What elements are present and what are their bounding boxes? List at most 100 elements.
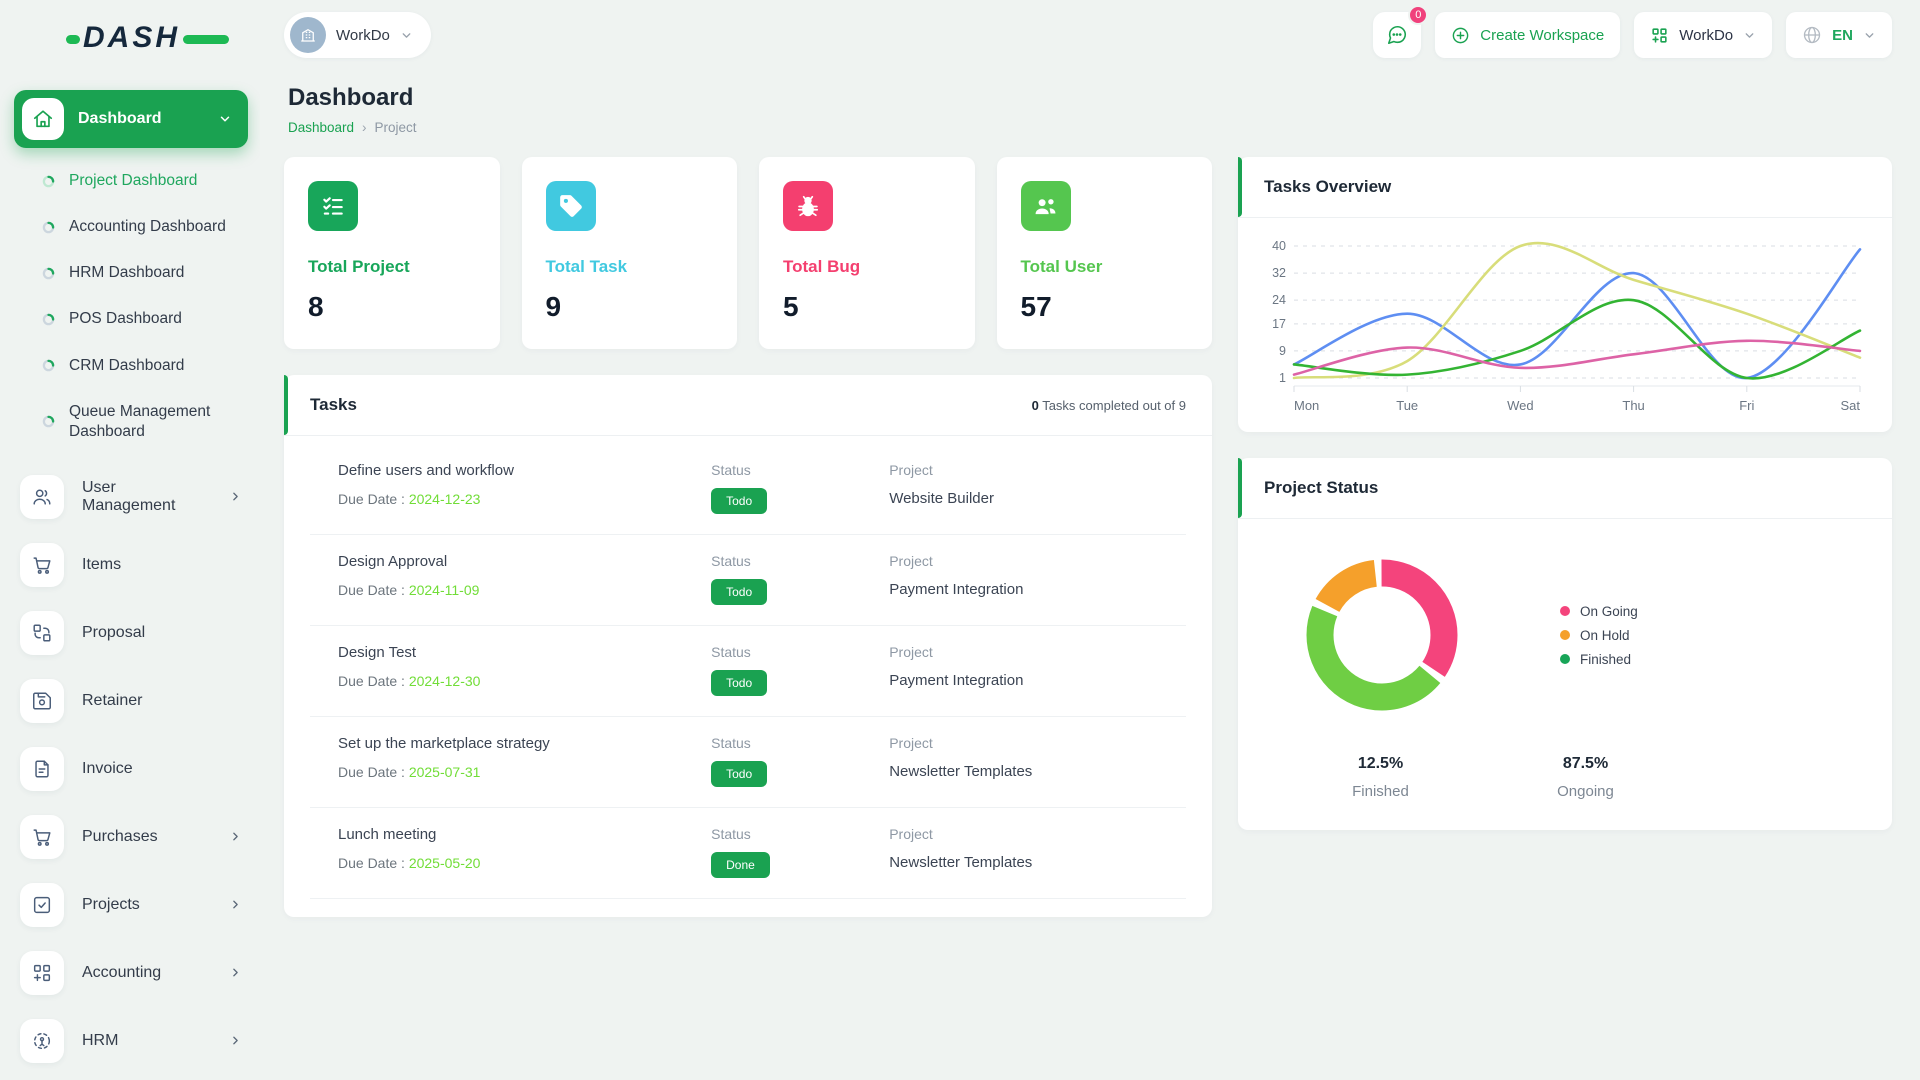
stat-label: Total Task	[545, 257, 628, 276]
sidebar-item-items[interactable]: Items	[14, 537, 248, 593]
legend-item-on-going: On Going	[1560, 604, 1638, 619]
task-due-date: Due Date : 2025-05-20	[338, 855, 481, 871]
task-main: Lunch meeting Due Date : 2025-05-20	[338, 826, 711, 871]
task-row[interactable]: Lunch meeting Due Date : 2025-05-20 Status…	[310, 808, 1186, 899]
status-badge: Todo	[711, 488, 768, 514]
stat-caption: Ongoing	[1557, 783, 1614, 800]
sidebar-item-invoice[interactable]: Invoice	[14, 741, 248, 797]
chevron-right-icon	[229, 898, 242, 911]
project-name: Payment Integration	[889, 672, 1024, 689]
tasks-card-header: Tasks 0 Tasks completed out of 9	[284, 375, 1212, 436]
sidebar-subitem-crm-dashboard[interactable]: CRM Dashboard	[14, 343, 248, 389]
donut-slice-on-going	[1306, 559, 1458, 711]
sidebar-subitem-queue-management-dashboard[interactable]: Queue Management Dashboard	[14, 389, 248, 455]
task-main: Design Approval Due Date : 2024-11-09	[338, 553, 711, 598]
sidebar-item-user-management[interactable]: User Management	[14, 469, 248, 525]
status-column-label: Status	[711, 462, 751, 478]
chevron-right-icon	[229, 1034, 242, 1047]
home-icon	[22, 98, 64, 140]
series-pink-line	[1292, 339, 1862, 376]
task-title: Lunch meeting	[338, 826, 437, 843]
sidebar-item-label: Projects	[82, 895, 140, 913]
workspace-dropdown-label: WorkDo	[1679, 26, 1734, 44]
workspace-dropdown[interactable]: WorkDo	[1634, 12, 1773, 58]
stat-cards: Total Project 8 Total Task 9 Total Bug 5 Total…	[284, 157, 1212, 349]
stat-percentage: 87.5%	[1562, 755, 1609, 772]
sidebar-subitem-label: HRM Dashboard	[69, 264, 185, 282]
chevron-right-icon	[229, 966, 242, 979]
chevron-down-icon	[1745, 32, 1754, 38]
workspace-name: WorkDo	[336, 26, 390, 44]
stat-value: 9	[545, 291, 562, 322]
sidebar-item-purchases[interactable]: Purchases	[14, 809, 248, 865]
sidebar-item-label: Items	[82, 555, 122, 573]
task-project: Project Website Builder	[889, 462, 1186, 507]
task-row[interactable]: Define users and workflow Due Date : 2024…	[310, 444, 1186, 535]
progress-circle-icon	[42, 221, 55, 234]
sidebar-subitem-pos-dashboard[interactable]: POS Dashboard	[14, 296, 248, 342]
task-main: Define users and workflow Due Date : 2024…	[338, 462, 711, 507]
grid-plus-icon	[1652, 27, 1667, 43]
sidebar-subitem-label: Project Dashboard	[69, 172, 198, 189]
tasks-card: Tasks 0 Tasks completed out of 9 Define …	[284, 375, 1212, 917]
status-badge: Todo	[711, 670, 768, 696]
project-name: Newsletter Templates	[889, 763, 1033, 780]
task-row[interactable]: Design Test Due Date : 2024-12-30 Status To…	[310, 626, 1186, 717]
stat-label: Total User	[1020, 257, 1103, 276]
task-row[interactable]: Design Approval Due Date : 2024-11-09 Stat…	[310, 535, 1186, 626]
task-main: Design Test Due Date : 2024-12-30	[338, 644, 711, 689]
workspace-selector[interactable]: WorkDo	[284, 12, 431, 58]
create-workspace-button[interactable]: Create Workspace	[1435, 12, 1621, 58]
sidebar-item-label: Accounting	[82, 963, 162, 981]
task-due-date: Due Date : 2024-12-30	[338, 673, 481, 689]
project-status-body: On Going On Hold Finished	[1238, 519, 1892, 729]
language-label: EN	[1832, 26, 1853, 44]
sidebar-item-accounting[interactable]: Accounting	[14, 945, 248, 1001]
breadcrumb-link-dashboard[interactable]: Dashboard	[288, 120, 355, 135]
save-icon	[20, 678, 64, 723]
logo-dash-accent	[66, 34, 80, 44]
status-column-label: Status	[711, 553, 751, 569]
svg-text:Mon: Mon	[1294, 398, 1319, 413]
hrm-target-icon	[20, 1018, 64, 1063]
sidebar-subitem-project-dashboard[interactable]: Project Dashboard	[14, 158, 248, 204]
brand-logo[interactable]: DASH	[14, 14, 248, 62]
svg-text:32: 32	[1272, 266, 1286, 280]
sidebar-item-projects[interactable]: Projects	[14, 877, 248, 933]
brand-logo-text: DASH	[66, 21, 230, 55]
legend-label: On Going	[1580, 603, 1638, 619]
content-right-column: Tasks Overview 1 9 17 24 32 40 Mon Tue Wed Thu Fri…	[1238, 157, 1892, 917]
project-status-stat-ongoing: 87.5% Ongoing	[1483, 755, 1688, 800]
legend-dot-icon	[1560, 630, 1570, 640]
chevron-right-icon	[229, 830, 242, 843]
cart-icon	[20, 814, 64, 859]
task-project: Project Payment Integration	[889, 553, 1186, 598]
messages-button[interactable]: 0	[1373, 5, 1429, 58]
status-column-label: Status	[711, 644, 751, 660]
sidebar-item-hrm[interactable]: HRM	[14, 1013, 248, 1069]
sidebar-item-label: User Management	[82, 478, 176, 514]
task-row[interactable]: Set up the marketplace strategy Due Date …	[310, 717, 1186, 808]
sidebar-subitem-accounting-dashboard[interactable]: Accounting Dashboard	[14, 204, 248, 250]
svg-text:40: 40	[1272, 239, 1286, 253]
proposal-icon	[20, 610, 64, 655]
sidebar-item-retainer[interactable]: Retainer	[14, 673, 248, 729]
svg-text:Fri: Fri	[1739, 398, 1754, 413]
sidebar-item-proposal[interactable]: Proposal	[14, 605, 248, 661]
sidebar-subitem-hrm-dashboard[interactable]: HRM Dashboard	[14, 250, 248, 296]
stat-percentage: 12.5%	[1357, 755, 1404, 772]
language-dropdown[interactable]: EN	[1786, 12, 1892, 58]
sidebar: DASH Dashboard Project Dashboard Accounti…	[0, 0, 260, 1080]
svg-text:24: 24	[1272, 293, 1286, 307]
sidebar-item-dashboard[interactable]: Dashboard	[14, 90, 248, 148]
task-status: Status Todo	[711, 553, 889, 605]
chat-bubble-icon	[1388, 25, 1407, 45]
progress-circle-icon	[42, 267, 55, 280]
task-title: Define users and workflow	[338, 462, 514, 479]
main-area: WorkDo 0 Create Workspace WorkDo	[260, 0, 1920, 1080]
task-status: Status Todo	[711, 735, 889, 787]
sidebar-item-label: Dashboard	[78, 110, 162, 127]
cart-icon	[20, 542, 64, 587]
plus-circle-icon	[1452, 27, 1469, 43]
sidebar-item-label: Proposal	[82, 623, 146, 641]
